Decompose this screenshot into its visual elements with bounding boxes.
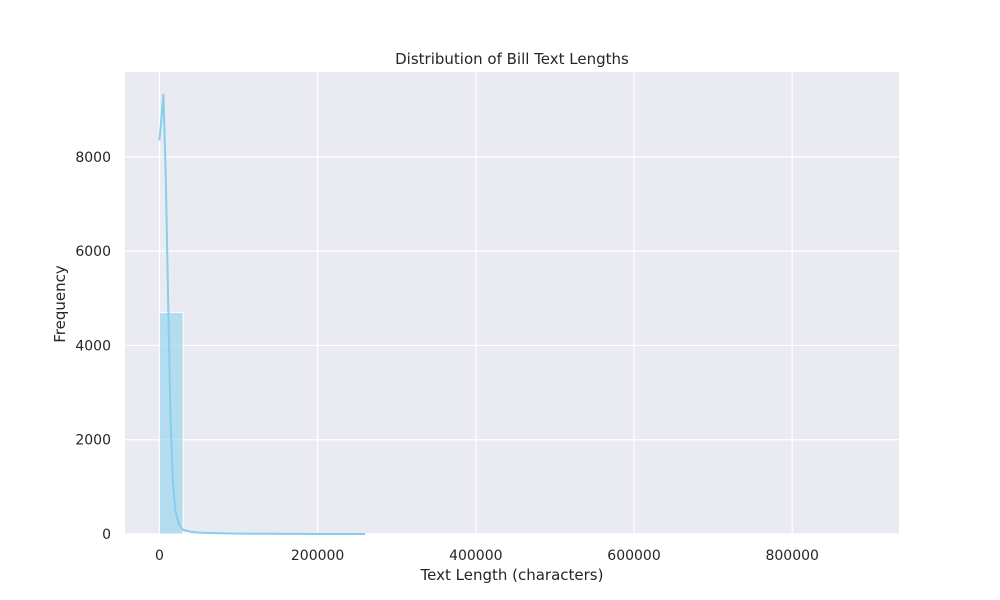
plot-area xyxy=(125,72,899,534)
kde-curve xyxy=(158,93,366,535)
x-tick-label: 200000 xyxy=(291,548,344,564)
x-tick-label: 0 xyxy=(155,548,164,564)
y-tick-label: 6000 xyxy=(75,244,111,260)
x-tick-label: 400000 xyxy=(449,548,502,564)
y-tick-label: 4000 xyxy=(75,338,111,354)
x-tick-label: 600000 xyxy=(607,548,660,564)
x-axis-label: Text Length (characters) xyxy=(420,566,604,584)
chart-title: Distribution of Bill Text Lengths xyxy=(395,50,629,68)
y-tick-label: 0 xyxy=(102,527,111,543)
y-tick-label: 2000 xyxy=(75,433,111,449)
axis-ticks: 0 200000 400000 600000 800000 0 2000 4000 6000 80… xyxy=(75,150,819,564)
y-tick-label: 8000 xyxy=(75,150,111,166)
x-tick-label: 800000 xyxy=(765,548,818,564)
y-axis-label: Frequency xyxy=(51,265,69,343)
